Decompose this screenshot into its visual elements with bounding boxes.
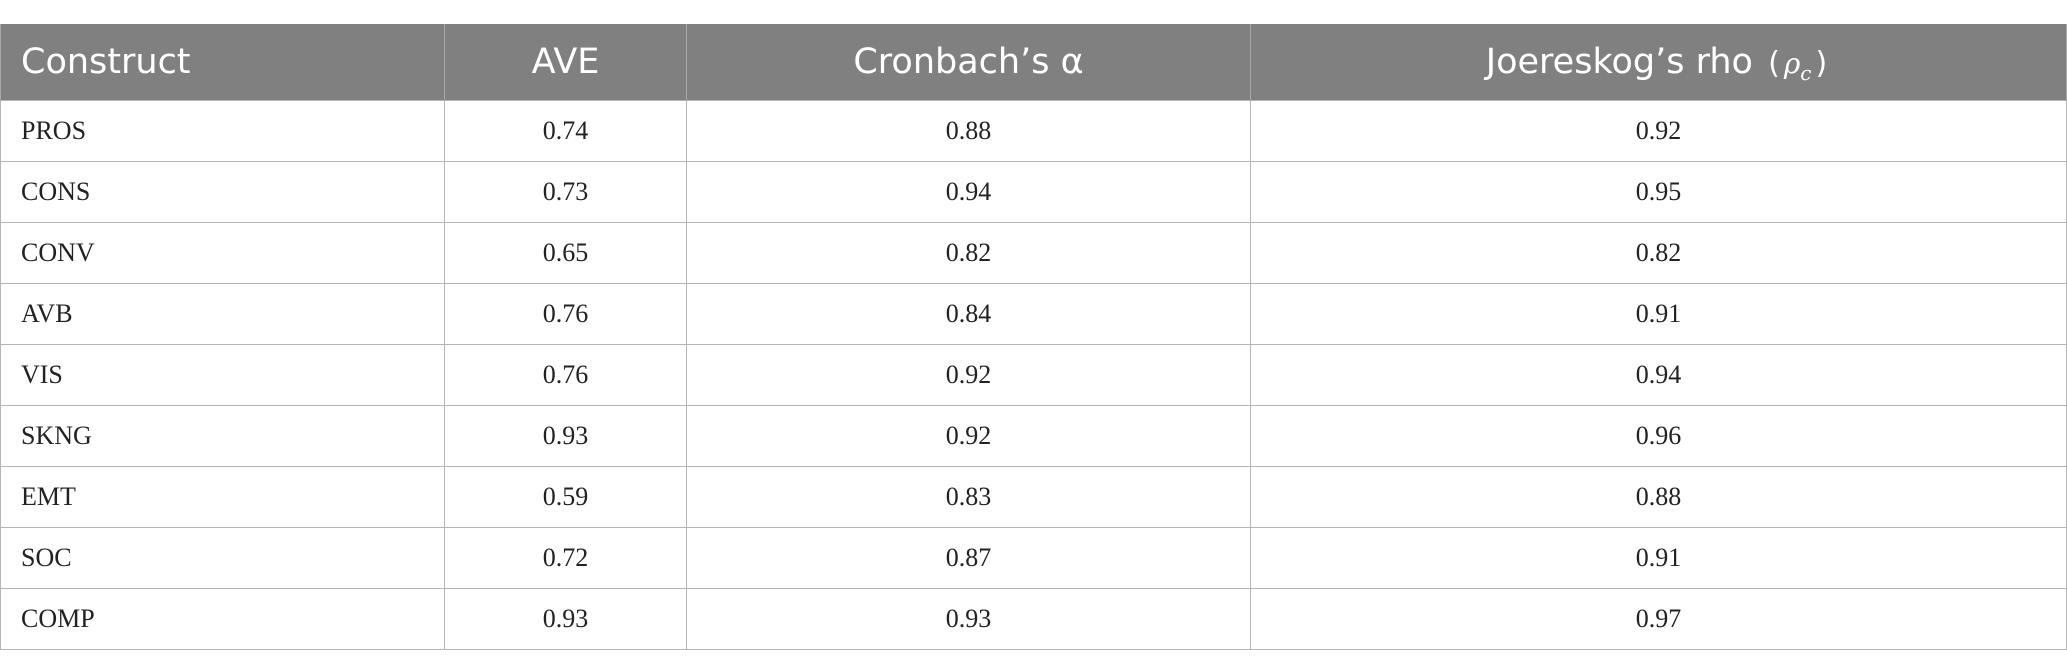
- table-row: SKNG 0.93 0.92 0.96: [0, 405, 2067, 467]
- reliability-table-container: Construct AVE Cronbach’s α Joereskog’s r…: [0, 24, 2067, 650]
- cell-rho: 0.95: [1250, 161, 2067, 223]
- cell-ave: 0.76: [444, 283, 687, 345]
- cell-rho: 0.88: [1250, 466, 2067, 528]
- cell-construct: VIS: [0, 344, 445, 406]
- cell-alpha: 0.88: [686, 100, 1251, 162]
- cell-construct: SOC: [0, 527, 445, 589]
- cell-ave: 0.73: [444, 161, 687, 223]
- table-header: Construct AVE Cronbach’s α Joereskog’s r…: [0, 24, 2067, 101]
- cell-ave: 0.93: [444, 588, 687, 650]
- table-row: CONV 0.65 0.82 0.82: [0, 222, 2067, 284]
- header-joereskog-rho: Joereskog’s rho (ρc): [1250, 24, 2067, 101]
- cell-ave: 0.74: [444, 100, 687, 162]
- cell-alpha: 0.83: [686, 466, 1251, 528]
- table-row: VIS 0.76 0.92 0.94: [0, 344, 2067, 406]
- cell-construct: SKNG: [0, 405, 445, 467]
- cell-alpha: 0.94: [686, 161, 1251, 223]
- cell-construct: PROS: [0, 100, 445, 162]
- cell-construct: CONV: [0, 222, 445, 284]
- cell-rho: 0.82: [1250, 222, 2067, 284]
- cell-alpha: 0.92: [686, 344, 1251, 406]
- cell-alpha: 0.87: [686, 527, 1251, 589]
- table-row: AVB 0.76 0.84 0.91: [0, 283, 2067, 345]
- table-row: SOC 0.72 0.87 0.91: [0, 527, 2067, 589]
- header-row: Construct AVE Cronbach’s α Joereskog’s r…: [0, 24, 2067, 101]
- cell-ave: 0.76: [444, 344, 687, 406]
- reliability-table: Construct AVE Cronbach’s α Joereskog’s r…: [0, 24, 2067, 650]
- cell-construct: AVB: [0, 283, 445, 345]
- cell-rho: 0.92: [1250, 100, 2067, 162]
- cell-rho: 0.91: [1250, 283, 2067, 345]
- header-rho-open: (: [1768, 46, 1780, 81]
- table-row: CONS 0.73 0.94 0.95: [0, 161, 2067, 223]
- cell-ave: 0.93: [444, 405, 687, 467]
- header-rho-subscript: c: [1800, 61, 1812, 85]
- cell-construct: EMT: [0, 466, 445, 528]
- header-cronbach-alpha: Cronbach’s α: [686, 24, 1251, 101]
- table-body: PROS 0.74 0.88 0.92 CONS 0.73 0.94 0.95 …: [0, 100, 2067, 650]
- cell-construct: COMP: [0, 588, 445, 650]
- header-construct: Construct: [0, 24, 445, 101]
- cell-rho: 0.97: [1250, 588, 2067, 650]
- table-row: EMT 0.59 0.83 0.88: [0, 466, 2067, 528]
- cell-alpha: 0.82: [686, 222, 1251, 284]
- cell-rho: 0.96: [1250, 405, 2067, 467]
- cell-rho: 0.91: [1250, 527, 2067, 589]
- header-rho-label: Joereskog’s rho: [1485, 42, 1753, 82]
- cell-alpha: 0.92: [686, 405, 1251, 467]
- table-row: COMP 0.93 0.93 0.97: [0, 588, 2067, 650]
- cell-alpha: 0.93: [686, 588, 1251, 650]
- cell-ave: 0.72: [444, 527, 687, 589]
- cell-rho: 0.94: [1250, 344, 2067, 406]
- cell-alpha: 0.84: [686, 283, 1251, 345]
- table-row: PROS 0.74 0.88 0.92: [0, 100, 2067, 162]
- header-rho-close: ): [1815, 46, 1828, 81]
- cell-ave: 0.59: [444, 466, 687, 528]
- cell-construct: CONS: [0, 161, 445, 223]
- header-rho-symbol: ρ: [1783, 47, 1801, 80]
- cell-ave: 0.65: [444, 222, 687, 284]
- header-ave: AVE: [444, 24, 687, 101]
